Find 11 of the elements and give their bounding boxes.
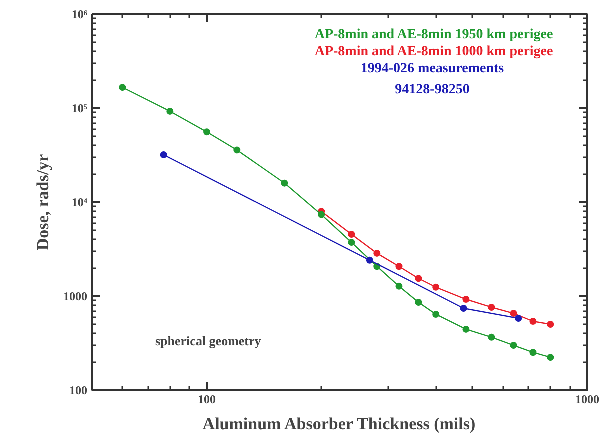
y-axis-title: Dose, rads/yr	[34, 154, 52, 251]
text: AP-8min and AE-8min 1950 km perigee	[314, 28, 554, 42]
y-tick-label: 10⁶	[72, 8, 88, 22]
annotation: spherical geometry	[156, 334, 262, 348]
y-tick-label: 1000	[64, 290, 88, 304]
text: AP-8min and AE-8min 1000 km perigee	[314, 44, 554, 60]
x-axis-title: Aluminum Absorber Thickness (mils)	[202, 414, 476, 434]
y-tick-label: 100	[70, 384, 88, 398]
text: 1994-026 measurements 94128-98250	[360, 62, 505, 98]
y-tick-label: 10⁴	[72, 196, 88, 210]
y-tick-label: 10⁵	[72, 102, 88, 116]
